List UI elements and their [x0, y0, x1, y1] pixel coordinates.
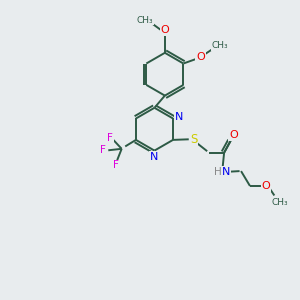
Text: O: O — [229, 130, 238, 140]
Text: O: O — [160, 25, 169, 35]
Text: F: F — [107, 134, 113, 143]
Text: CH₃: CH₃ — [136, 16, 153, 25]
Text: O: O — [262, 181, 270, 191]
Text: O: O — [196, 52, 205, 62]
Text: CH₃: CH₃ — [211, 41, 228, 50]
Text: F: F — [113, 160, 119, 170]
Text: F: F — [100, 145, 106, 155]
Text: S: S — [190, 133, 197, 146]
Text: CH₃: CH₃ — [272, 198, 289, 207]
Text: H: H — [214, 167, 222, 177]
Text: N: N — [150, 152, 158, 162]
Text: N: N — [222, 167, 230, 177]
Text: N: N — [175, 112, 183, 122]
